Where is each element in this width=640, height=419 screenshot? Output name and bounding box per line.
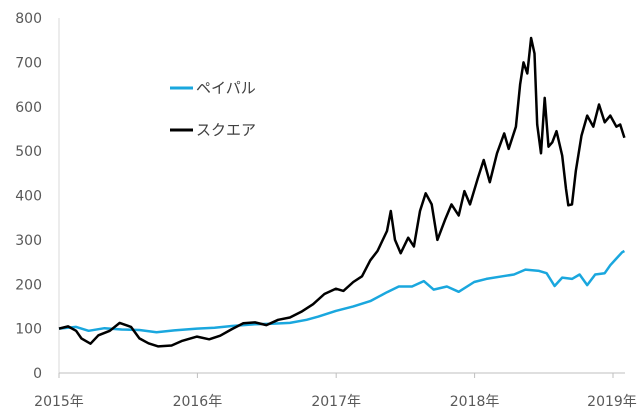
legend-label-paypal: ペイパル xyxy=(196,79,256,97)
y-tick-label: 800 xyxy=(15,11,42,27)
y-tick-label: 500 xyxy=(15,144,42,160)
y-tick-label: 100 xyxy=(15,322,42,338)
y-tick-label: 600 xyxy=(15,100,42,116)
y-tick-label: 200 xyxy=(15,277,42,293)
legend-label-square: スクエア xyxy=(196,121,256,139)
y-tick-label: 0 xyxy=(33,366,42,382)
legend: ペイパル スクエア xyxy=(170,79,256,139)
x-tick-label: 2016年 xyxy=(173,394,223,410)
y-axis-ticks: 0 100 200 300 400 500 600 700 800 xyxy=(15,11,42,382)
paypal-line xyxy=(58,249,626,334)
x-tick-label: 2018年 xyxy=(450,394,500,410)
series-lines xyxy=(58,36,626,348)
x-tick-label: 2017年 xyxy=(311,394,361,410)
x-tick-label: 2015年 xyxy=(34,394,84,410)
y-tick-label: 700 xyxy=(15,55,42,71)
x-tick-label: 2019年 xyxy=(587,394,637,410)
square-line xyxy=(58,36,626,348)
y-tick-label: 400 xyxy=(15,189,42,205)
y-tick-label: 300 xyxy=(15,233,42,249)
x-axis-ticks: 2015年 2016年 2017年 2018年 2019年 xyxy=(34,373,637,410)
